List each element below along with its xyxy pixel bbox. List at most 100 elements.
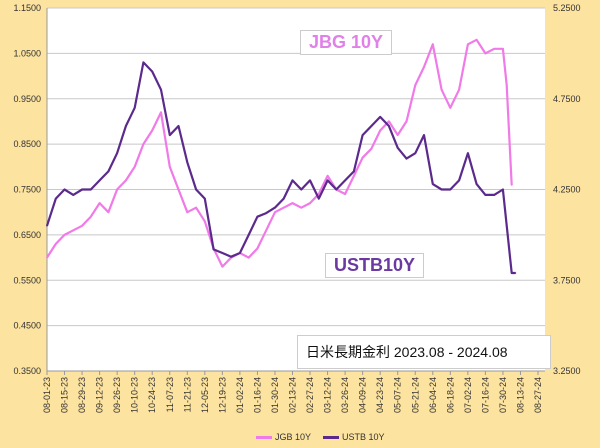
x-tick-label: 04-09-24 <box>358 377 368 413</box>
x-tick-label: 10-24-23 <box>147 377 157 413</box>
y-left-tick-label: 1.1500 <box>13 3 41 13</box>
y-left-tick-label: 0.4500 <box>13 321 41 331</box>
data-point <box>423 134 425 136</box>
data-point <box>221 265 224 268</box>
data-point <box>142 143 145 145</box>
legend-swatch <box>256 435 272 439</box>
data-point <box>274 206 276 209</box>
data-point <box>151 129 154 132</box>
data-point <box>160 111 162 114</box>
data-point <box>502 48 504 50</box>
x-tick-label: 07-02-24 <box>463 377 473 413</box>
data-point <box>449 188 452 191</box>
data-point <box>431 183 434 185</box>
data-point <box>204 220 206 223</box>
x-tick-label: 09-12-23 <box>95 377 105 413</box>
data-point <box>379 129 381 132</box>
data-point <box>98 202 101 204</box>
data-point <box>458 179 460 182</box>
x-tick-label: 08-13-24 <box>515 377 525 413</box>
data-point <box>168 134 171 136</box>
data-point <box>484 194 487 196</box>
data-point <box>54 197 57 200</box>
data-point <box>265 212 267 214</box>
x-tick-label: 05-21-24 <box>410 377 420 413</box>
data-point <box>388 120 390 123</box>
data-point <box>107 211 110 213</box>
data-point <box>353 175 355 177</box>
data-point <box>475 38 478 41</box>
data-point <box>54 243 57 245</box>
data-point <box>168 166 171 168</box>
data-point <box>309 202 311 204</box>
data-point <box>396 146 399 149</box>
data-point <box>502 188 504 191</box>
data-point <box>335 188 338 191</box>
x-tick-label: 10-10-23 <box>130 377 140 413</box>
data-point <box>291 202 294 204</box>
data-point <box>388 125 390 127</box>
data-point <box>510 272 513 274</box>
x-tick-label: 02-27-24 <box>305 377 315 413</box>
data-point <box>467 43 469 46</box>
ustb-annotation: USTB10Y <box>325 253 425 278</box>
data-point <box>344 193 346 195</box>
data-point <box>116 188 118 191</box>
data-point <box>142 61 145 64</box>
data-point <box>423 66 425 68</box>
y-right-tick-label: 3.2500 <box>553 366 581 376</box>
x-tick-label: 08-29-23 <box>77 377 87 413</box>
x-tick-label: 12-19-23 <box>217 377 227 413</box>
data-point <box>440 188 443 191</box>
x-tick-label: 06-04-24 <box>428 377 438 413</box>
y-right-tick-label: 3.7500 <box>553 275 581 285</box>
data-point <box>247 256 250 259</box>
data-point <box>195 188 197 191</box>
legend-swatch <box>323 435 339 439</box>
x-tick-label: 02-13-24 <box>288 377 298 413</box>
x-tick-label: 06-18-24 <box>445 377 455 413</box>
data-point <box>300 188 303 191</box>
data-point <box>247 234 250 236</box>
data-point <box>396 134 399 136</box>
legend-label: JGB 10Y <box>275 432 312 442</box>
data-point <box>133 166 136 168</box>
data-point <box>344 179 346 182</box>
data-point <box>177 188 180 191</box>
data-point <box>72 229 75 232</box>
y-left-tick-label: 1.0500 <box>13 48 41 58</box>
y-right-tick-label: 4.7500 <box>553 94 581 104</box>
x-tick-label: 07-30-24 <box>498 377 508 413</box>
data-point <box>90 215 92 218</box>
y-left-tick-label: 0.3500 <box>13 366 41 376</box>
jgb-annotation: JBG 10Y <box>300 30 393 55</box>
data-point <box>282 206 285 209</box>
data-point <box>493 194 495 196</box>
data-point <box>370 125 373 127</box>
data-point <box>514 272 517 274</box>
data-point <box>405 120 408 123</box>
data-point <box>405 157 408 160</box>
data-point <box>414 84 417 86</box>
data-point <box>133 107 136 109</box>
y-left-tick-label: 0.9500 <box>13 94 41 104</box>
x-tick-label: 12-05-23 <box>200 377 210 413</box>
x-tick-label: 08-01-23 <box>42 377 52 413</box>
y-right-tick-label: 4.2500 <box>553 185 581 195</box>
data-point <box>204 197 206 200</box>
data-point <box>414 152 417 154</box>
data-point <box>81 188 83 191</box>
data-point <box>370 147 373 150</box>
data-point <box>46 256 48 259</box>
data-point <box>63 234 66 236</box>
data-point <box>46 225 48 227</box>
data-point <box>274 211 276 213</box>
data-point <box>282 197 285 200</box>
data-point <box>98 179 101 182</box>
data-point <box>256 247 259 250</box>
data-point <box>160 88 162 91</box>
x-tick-label: 05-07-24 <box>393 377 403 413</box>
y-left-tick-label: 0.6500 <box>13 230 41 240</box>
data-point <box>510 184 513 186</box>
data-point <box>125 179 127 182</box>
